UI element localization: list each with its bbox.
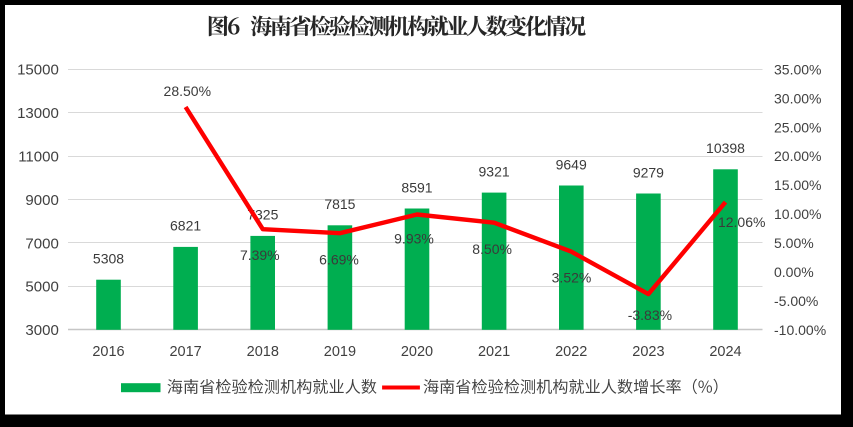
svg-text:28.50%: 28.50% [164,83,211,99]
svg-text:2017: 2017 [169,344,201,360]
svg-text:2020: 2020 [401,344,433,360]
svg-text:11000: 11000 [18,149,59,166]
svg-text:9000: 9000 [25,192,58,209]
svg-text:3.52%: 3.52% [552,270,592,286]
svg-text:2021: 2021 [478,344,510,360]
svg-text:0.00%: 0.00% [774,264,814,280]
svg-text:-10.00%: -10.00% [774,322,826,338]
svg-text:25.00%: 25.00% [774,119,821,135]
svg-text:12.06%: 12.06% [718,214,765,230]
svg-text:5000: 5000 [25,279,58,296]
svg-text:-3.83%: -3.83% [628,307,672,323]
svg-text:8.50%: 8.50% [472,241,512,257]
svg-text:9321: 9321 [479,163,510,179]
svg-text:10.00%: 10.00% [774,206,821,222]
svg-text:2022: 2022 [555,344,587,360]
svg-text:7815: 7815 [324,196,355,212]
svg-text:30.00%: 30.00% [774,90,821,106]
svg-text:35.00%: 35.00% [774,61,821,77]
svg-text:20.00%: 20.00% [774,148,821,164]
svg-text:2023: 2023 [632,344,664,360]
svg-text:7000: 7000 [25,235,58,252]
svg-text:7.39%: 7.39% [240,247,280,263]
svg-text:9279: 9279 [633,164,664,180]
svg-text:-5.00%: -5.00% [774,293,818,309]
svg-text:5308: 5308 [93,251,124,267]
svg-text:15000: 15000 [17,62,59,79]
svg-text:6.69%: 6.69% [319,252,359,268]
svg-text:2024: 2024 [709,344,741,360]
svg-text:9.93%: 9.93% [394,231,434,247]
svg-text:9649: 9649 [556,156,587,172]
svg-text:15.00%: 15.00% [774,177,821,193]
svg-text:2016: 2016 [92,344,124,360]
svg-text:10398: 10398 [706,140,745,156]
svg-text:2019: 2019 [324,344,356,360]
svg-text:6821: 6821 [170,218,201,234]
svg-text:13000: 13000 [17,105,59,122]
svg-text:3000: 3000 [25,322,58,339]
svg-text:8591: 8591 [401,179,432,195]
svg-text:2018: 2018 [247,344,279,360]
svg-text:5.00%: 5.00% [774,235,814,251]
